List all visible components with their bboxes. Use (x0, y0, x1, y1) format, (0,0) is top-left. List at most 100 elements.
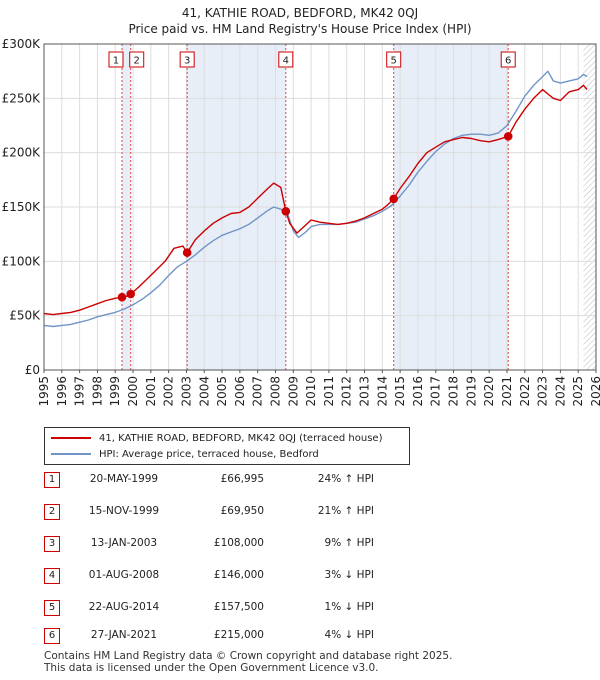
sale-date: 27-JAN-2021 (90, 629, 158, 641)
sale-hpi-diff: 4% ↓ HPI (324, 629, 374, 641)
x-tick-label: 2005 (215, 376, 229, 407)
footer: Contains HM Land Registry data © Crown c… (44, 650, 452, 674)
sale-date: 20-MAY-1999 (89, 473, 159, 485)
sale-point (182, 248, 192, 257)
plot-frame (43, 43, 597, 371)
sale-price: £69,950 (220, 505, 264, 517)
sale-marker-box (129, 51, 145, 68)
sale-marker-box (386, 51, 402, 68)
x-tick-label: 2020 (482, 376, 496, 407)
sale-marker-label: 3 (184, 56, 190, 67)
x-tick-label: 2011 (322, 376, 336, 407)
price-chart: 1 2 3 4 5 6 £0 £50K £100K £150K £200K £250K £300K 199… (2, 37, 600, 407)
sale-price: £108,000 (213, 537, 264, 549)
sale-hpi-diff: 1% ↓ HPI (324, 601, 374, 613)
sale-number-badge: 3 (44, 536, 60, 552)
sale-point (281, 207, 291, 216)
y-tick-label: £300K (2, 37, 42, 51)
x-tick-label: 2016 (411, 376, 425, 407)
sale-point (389, 194, 399, 204)
sale-hpi-diff: 24% ↑ HPI (317, 473, 374, 485)
legend-item-property: 41, KATHIE ROAD, BEDFORD, MK42 0QJ (terr… (51, 431, 383, 445)
footer-line-1: Contains HM Land Registry data © Crown c… (44, 650, 453, 662)
x-tick-label: 1997 (73, 376, 87, 407)
x-tick-label: 2017 (429, 376, 443, 407)
x-tick-label: 2006 (233, 376, 247, 407)
sale-marker-box (108, 51, 124, 68)
x-tick-label: 2001 (144, 376, 158, 407)
x-tick-label: 1995 (37, 376, 51, 407)
sale-marker-box (278, 51, 294, 68)
x-tick-label: 1998 (90, 376, 104, 407)
x-tick-label: 2010 (304, 376, 318, 407)
sale-point (126, 289, 136, 299)
sale-hpi-diff: 21% ↑ HPI (317, 505, 374, 517)
sale-date: 01-AUG-2008 (88, 569, 160, 581)
sale-number-badge: 6 (44, 628, 60, 644)
sale-price: £215,000 (213, 629, 264, 641)
sale-number-badge: 1 (44, 472, 60, 488)
sale-marker-label: 1 (113, 56, 119, 67)
x-tick-label: 2019 (464, 376, 478, 407)
x-tick-label: 2024 (553, 376, 567, 407)
x-tick-label: 2000 (126, 376, 140, 407)
sale-hpi-diff: 9% ↑ HPI (324, 537, 374, 549)
x-tick-label: 2007 (251, 376, 265, 407)
sale-row: 6 27-JAN-2021 £215,000 4% ↓ HPI (44, 628, 444, 644)
sale-row: 4 01-AUG-2008 £146,000 3% ↓ HPI (44, 568, 444, 584)
sale-price: £146,000 (213, 569, 264, 581)
x-tick-label: 2026 (589, 376, 600, 407)
sale-marker-label: 4 (283, 56, 289, 67)
chart-subtitle: Price paid vs. HM Land Registry's House … (128, 22, 472, 36)
sale-number-badge: 4 (44, 568, 60, 584)
sale-price: £157,500 (213, 601, 264, 613)
sale-row: 2 15-NOV-1999 £69,950 21% ↑ HPI (44, 504, 444, 520)
x-tick-label: 2021 (500, 376, 514, 407)
sale-marker-label: 6 (505, 56, 511, 67)
sale-date: 13-JAN-2003 (90, 537, 158, 549)
sale-number-badge: 2 (44, 504, 60, 520)
sale-hpi-diff: 3% ↓ HPI (324, 569, 374, 581)
legend-swatch-property (51, 437, 91, 439)
sale-point (117, 292, 127, 302)
sale-marker-box (500, 51, 516, 68)
legend-label-hpi: HPI: Average price, terraced house, Bedf… (99, 448, 319, 460)
sale-row: 5 22-AUG-2014 £157,500 1% ↓ HPI (44, 600, 444, 616)
x-tick-label: 2013 (358, 376, 372, 407)
x-tick-label: 2023 (536, 376, 550, 407)
sale-marker-label: 5 (391, 56, 397, 67)
y-tick-label: £200K (2, 146, 42, 160)
sale-price: £66,995 (220, 473, 264, 485)
x-tick-label: 1996 (55, 376, 69, 407)
x-tick-label: 1999 (108, 376, 122, 407)
y-tick-label: £50K (9, 309, 41, 323)
x-tick-label: 2002 (162, 376, 176, 407)
x-tick-label: 2003 (179, 376, 193, 407)
footer-line-2: This data is licensed under the Open Gov… (44, 662, 379, 674)
hpi-line (43, 70, 588, 328)
x-tick-label: 2018 (447, 376, 461, 407)
x-tick-label: 2025 (571, 376, 585, 407)
sale-date: 22-AUG-2014 (88, 601, 160, 613)
y-tick-label: £250K (2, 91, 42, 105)
sale-row: 1 20-MAY-1999 £66,995 24% ↑ HPI (44, 472, 444, 488)
x-tick-label: 2009 (286, 376, 300, 407)
y-tick-label: £100K (2, 254, 42, 268)
x-tick-label: 2004 (197, 376, 211, 407)
x-tick-label: 2012 (340, 376, 354, 407)
y-tick-label: £0 (25, 363, 40, 377)
sale-date: 15-NOV-1999 (88, 505, 160, 517)
sale-marker-label: 2 (134, 56, 140, 67)
x-tick-label: 2022 (518, 376, 532, 407)
y-tick-label: £150K (2, 200, 42, 214)
sale-point (503, 132, 513, 141)
sale-number-badge: 5 (44, 600, 60, 616)
sale-marker-box (179, 51, 195, 68)
chart-title: 41, KATHIE ROAD, BEDFORD, MK42 0QJ (181, 6, 419, 20)
x-tick-label: 2014 (375, 376, 389, 407)
legend-label-property: 41, KATHIE ROAD, BEDFORD, MK42 0QJ (terr… (99, 432, 383, 444)
x-tick-label: 2015 (393, 376, 407, 407)
x-tick-label: 2008 (268, 376, 282, 407)
legend-swatch-hpi (51, 453, 91, 455)
chart-legend: 41, KATHIE ROAD, BEDFORD, MK42 0QJ (terr… (44, 427, 410, 465)
